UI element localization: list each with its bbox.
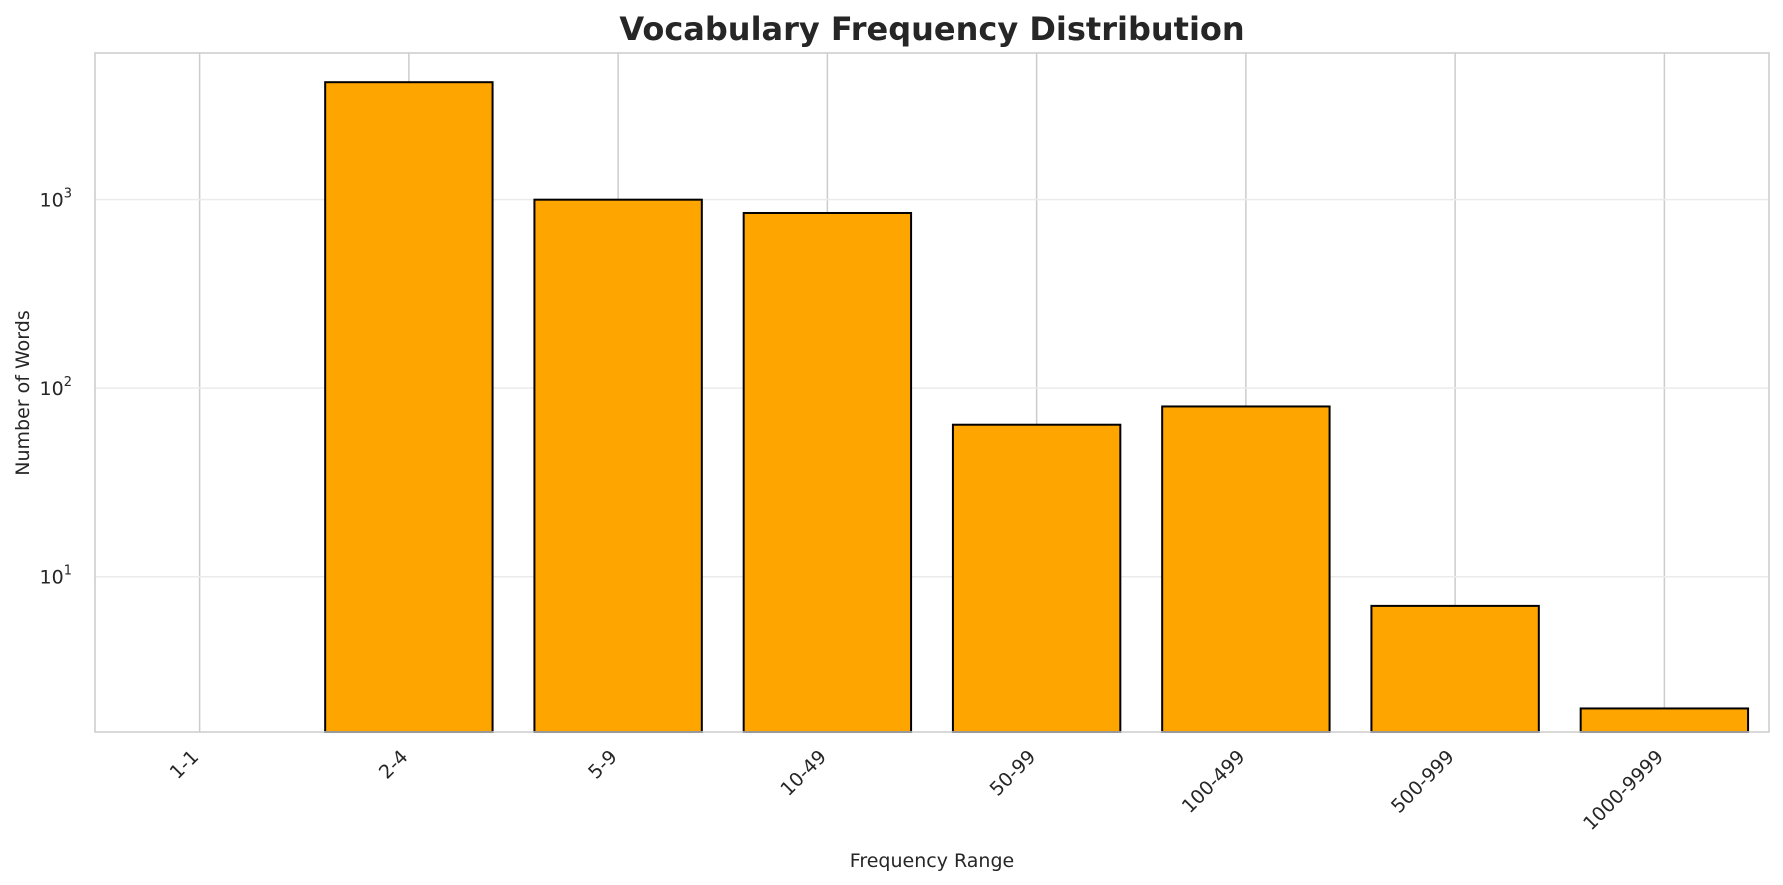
bar-1000-9999 — [1579, 707, 1750, 734]
bar-2-4 — [324, 81, 494, 733]
y-tick-label: 102 — [40, 375, 72, 400]
x-tick-label: 10-49 — [776, 746, 831, 801]
y-axis-ticks: 101 102 103 — [40, 187, 72, 589]
bar-500-999 — [1370, 604, 1540, 734]
y-axis-label: Number of Words — [12, 310, 34, 475]
x-tick-label: 1000-9999 — [1579, 746, 1668, 835]
plot-frame — [94, 52, 1770, 733]
x-tick-label: 50-99 — [986, 746, 1041, 801]
y-tick-label: 101 — [40, 564, 72, 589]
bars — [324, 81, 1750, 734]
x-tick-label: 5-9 — [584, 746, 622, 784]
bar-10-49 — [742, 211, 913, 734]
x-tick-label: 100-499 — [1178, 746, 1250, 818]
chart-title: Vocabulary Frequency Distribution — [619, 10, 1244, 48]
bar-100-499 — [1161, 405, 1331, 733]
y-tick-label: 103 — [40, 187, 72, 212]
x-axis-ticks: 1-1 2-4 5-9 10-49 50-99 100-499 500-999 1000-99… — [166, 746, 1668, 835]
x-tick-label: 1-1 — [166, 746, 204, 784]
x-tick-label: 500-999 — [1387, 746, 1459, 818]
bar-5-9 — [533, 198, 703, 734]
bar-50-99 — [951, 423, 1122, 733]
x-axis-label: Frequency Range — [850, 850, 1014, 872]
x-tick-label: 2-4 — [375, 746, 413, 784]
